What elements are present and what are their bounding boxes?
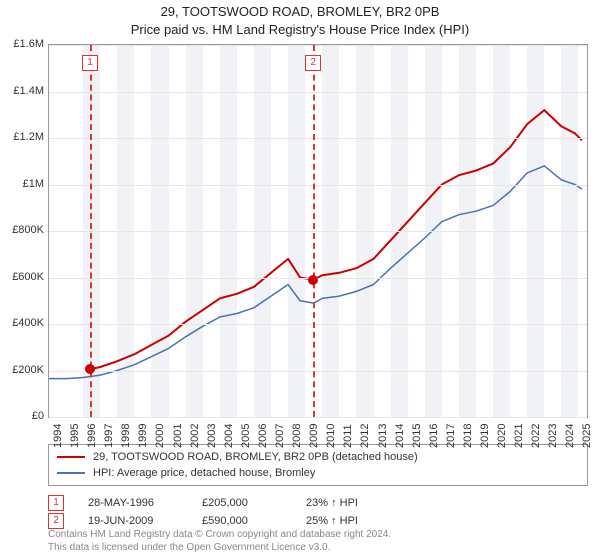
- y-axis-label: £1.6M: [0, 38, 44, 50]
- x-axis-label: 2020: [496, 424, 508, 448]
- y-axis-label: £800K: [0, 224, 44, 236]
- chart-container: 29, TOOTSWOOD ROAD, BROMLEY, BR2 0PB Pri…: [0, 0, 600, 560]
- x-axis-label: 2017: [445, 424, 457, 448]
- legend-row: 29, TOOTSWOOD ROAD, BROMLEY, BR2 0PB (de…: [57, 449, 579, 465]
- x-axis-label: 2018: [462, 424, 474, 448]
- legend-swatch: [57, 472, 85, 474]
- x-axis-label: 2005: [240, 424, 252, 448]
- x-axis-label: 1998: [120, 424, 132, 448]
- x-axis-label: 2000: [154, 424, 166, 448]
- footer-line: Contains HM Land Registry data © Crown c…: [48, 528, 588, 541]
- x-axis-label: 2010: [325, 424, 337, 448]
- footer-line: This data is licensed under the Open Gov…: [48, 541, 588, 554]
- sale-hpi: 23% ↑ HPI: [306, 494, 358, 512]
- legend-swatch: [57, 456, 85, 458]
- legend-label: HPI: Average price, detached house, Brom…: [93, 465, 315, 481]
- legend-box: 29, TOOTSWOOD ROAD, BROMLEY, BR2 0PB (de…: [48, 444, 588, 486]
- x-axis-label: 2019: [479, 424, 491, 448]
- x-axis-label: 2022: [530, 424, 542, 448]
- sale-marker-box: 1: [82, 55, 98, 71]
- x-axis-label: 2021: [513, 424, 525, 448]
- x-axis-label: 2007: [274, 424, 286, 448]
- y-axis-label: £1.2M: [0, 131, 44, 143]
- sales-table: 1 28-MAY-1996 £205,000 23% ↑ HPI 2 19-JU…: [48, 494, 588, 530]
- x-axis-label: 2013: [377, 424, 389, 448]
- sale-date: 28-MAY-1996: [88, 494, 178, 512]
- legend-label: 29, TOOTSWOOD ROAD, BROMLEY, BR2 0PB (de…: [93, 449, 418, 465]
- sale-marker-box: 1: [48, 495, 64, 511]
- sale-price: £205,000: [202, 494, 282, 512]
- x-axis-label: 2008: [291, 424, 303, 448]
- x-axis-label: 2016: [428, 424, 440, 448]
- plot-area: 12: [48, 44, 588, 418]
- x-axis-label: 2025: [581, 424, 593, 448]
- footer: Contains HM Land Registry data © Crown c…: [48, 528, 588, 554]
- sale-marker-box: 2: [48, 513, 64, 529]
- x-axis-label: 1994: [52, 424, 64, 448]
- sale-marker-box: 2: [305, 55, 321, 71]
- x-axis-label: 1996: [86, 424, 98, 448]
- x-axis-label: 2004: [223, 424, 235, 448]
- chart-title: 29, TOOTSWOOD ROAD, BROMLEY, BR2 0PB: [0, 4, 600, 19]
- x-axis-label: 2006: [257, 424, 269, 448]
- chart-subtitle: Price paid vs. HM Land Registry's House …: [0, 22, 600, 37]
- x-axis-label: 2002: [189, 424, 201, 448]
- x-axis-label: 2024: [564, 424, 576, 448]
- x-axis-label: 2015: [411, 424, 423, 448]
- y-axis-label: £1M: [0, 178, 44, 190]
- legend-row: HPI: Average price, detached house, Brom…: [57, 465, 579, 481]
- x-axis-label: 2014: [394, 424, 406, 448]
- x-axis-label: 1999: [137, 424, 149, 448]
- y-axis-label: £400K: [0, 317, 44, 329]
- y-axis-label: £1.4M: [0, 85, 44, 97]
- x-axis-label: 2011: [342, 424, 354, 448]
- legend: 29, TOOTSWOOD ROAD, BROMLEY, BR2 0PB (de…: [48, 444, 588, 530]
- x-axis-label: 2023: [547, 424, 559, 448]
- x-axis-label: 2009: [308, 424, 320, 448]
- x-axis-label: 1995: [69, 424, 81, 448]
- y-axis-label: £0: [0, 410, 44, 422]
- x-axis-label: 2003: [206, 424, 218, 448]
- y-axis-label: £200K: [0, 364, 44, 376]
- x-axis-label: 2012: [359, 424, 371, 448]
- y-axis-label: £600K: [0, 271, 44, 283]
- x-axis-label: 2001: [172, 424, 184, 448]
- x-axis-label: 1997: [103, 424, 115, 448]
- sale-row: 1 28-MAY-1996 £205,000 23% ↑ HPI: [48, 494, 588, 512]
